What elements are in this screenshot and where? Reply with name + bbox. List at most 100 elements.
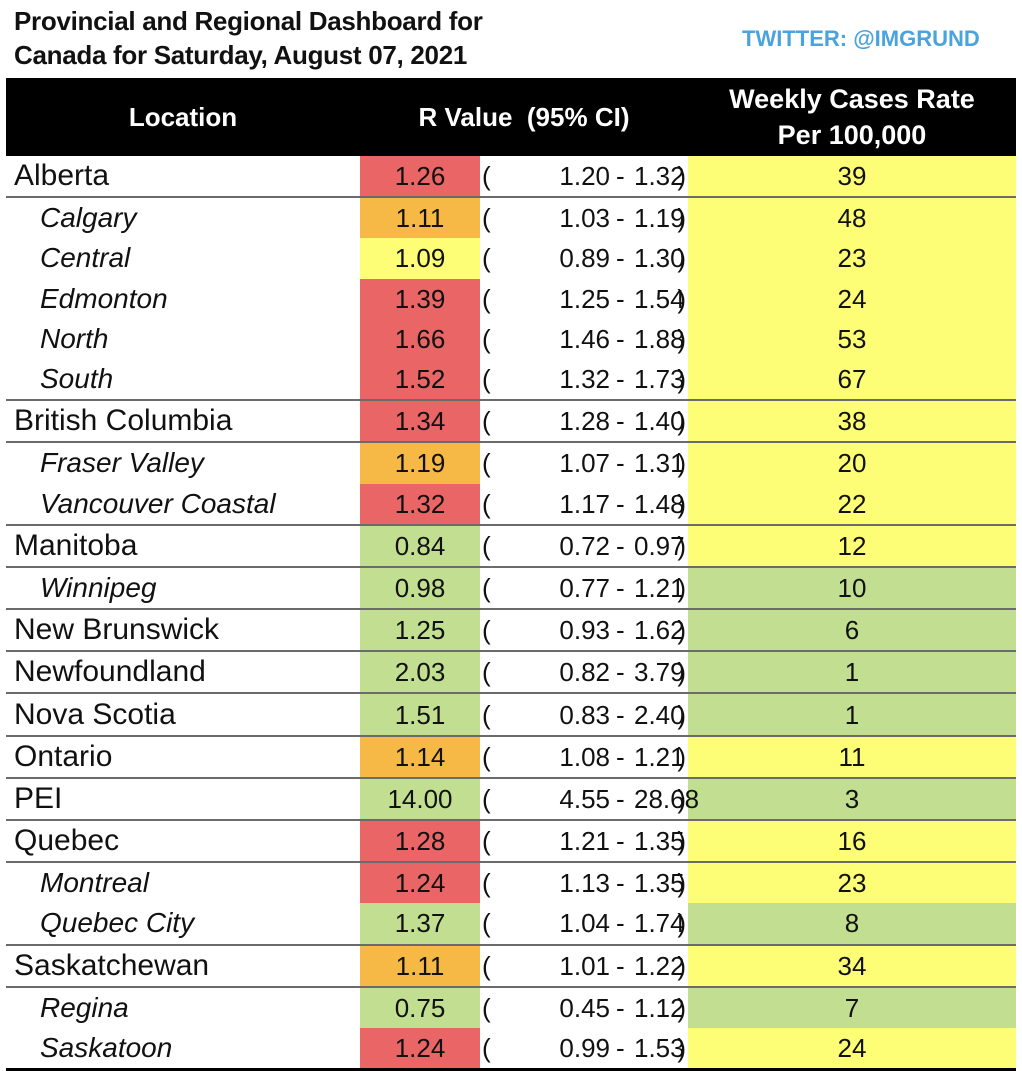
- location-cell: Newfoundland: [6, 650, 360, 694]
- ci-cell: (0.83-2.40): [480, 692, 688, 736]
- location-cell: Alberta: [14, 159, 110, 193]
- r-value-cell: 1.52: [360, 358, 480, 401]
- ci-cell: (1.13-1.35): [480, 861, 688, 904]
- r-value-cell: 1.24: [360, 861, 480, 904]
- ci-high: 1.31: [634, 448, 685, 479]
- ci-close-paren: ): [677, 364, 686, 395]
- ci-low: 4.55: [559, 783, 610, 814]
- title-line-2: Canada for Saturday, August 07, 2021: [14, 40, 468, 70]
- ci-close-paren: ): [677, 488, 686, 519]
- ci-close-paren: ): [677, 572, 686, 603]
- ci-low: 1.13: [559, 868, 610, 899]
- ci-open-paren: (: [482, 530, 491, 561]
- ci-dash: -: [616, 699, 625, 730]
- ci-open-paren: (: [482, 868, 491, 899]
- ci-cell: (1.46-1.88): [480, 319, 688, 359]
- r-value-cell: 1.24: [360, 1027, 480, 1071]
- r-value-cell: 1.39: [360, 278, 480, 319]
- rate-cell: 6: [688, 608, 1016, 652]
- header-rate: Weekly Cases Rate Per 100,000: [688, 78, 1016, 156]
- location-cell: Quebec: [6, 818, 360, 863]
- ci-close-paren: ): [677, 1033, 686, 1064]
- ci-low: 1.25: [559, 283, 610, 314]
- ci-cell: (0.45-1.12): [480, 985, 688, 1028]
- ci-close-paren: ): [677, 868, 686, 899]
- table-row: Saskatchewan 1.11(1.01-1.22) 34: [6, 943, 1016, 987]
- ci-low: 1.04: [559, 908, 610, 939]
- ci-open-paren: (: [482, 950, 491, 981]
- ci-high: 1.30: [634, 243, 685, 274]
- ci-close-paren: ): [677, 530, 686, 561]
- location-cell: South: [40, 363, 114, 395]
- ci-open-paren: (: [482, 488, 491, 519]
- rate-cell: 24: [688, 1027, 1016, 1071]
- header-rate-line1: Weekly Cases Rate: [729, 84, 975, 114]
- table-header-row: Location R Value (95% CI) Weekly Cases R…: [6, 78, 1016, 156]
- ci-high: 1.40: [634, 406, 685, 437]
- ci-low: 1.28: [559, 406, 610, 437]
- table-row: Regina 0.75(0.45-1.12) 7: [6, 985, 1016, 1028]
- rate-cell: 53: [688, 318, 1016, 359]
- ci-close-paren: ): [677, 161, 686, 192]
- ci-high: 1.19: [634, 203, 685, 234]
- ci-close-paren: ): [677, 406, 686, 437]
- ci-cell: (1.01-1.22): [480, 943, 688, 987]
- ci-cell: (1.07-1.31): [480, 441, 688, 484]
- table-row: Manitoba 0.84(0.72-0.97) 12: [6, 523, 1016, 567]
- ci-dash: -: [616, 406, 625, 437]
- ci-cell: (0.77-1.21): [480, 565, 688, 610]
- table-row: PEI 14.00(4.55-28.68) 3: [6, 776, 1016, 820]
- r-value-cell: 1.28: [360, 818, 480, 863]
- rate-cell: 16: [688, 818, 1016, 863]
- table-row: British Columbia 1.34(1.28-1.40) 38: [6, 399, 1016, 443]
- ci-dash: -: [616, 243, 625, 274]
- ci-close-paren: ): [677, 243, 686, 274]
- rate-cell: 1: [688, 692, 1016, 736]
- ci-low: 0.93: [559, 615, 610, 646]
- ci-close-paren: ): [677, 992, 686, 1023]
- ci-high: 1.54: [634, 283, 685, 314]
- location-cell: Calgary: [6, 196, 360, 239]
- table-row: New Brunswick 1.25(0.93-1.62) 6: [6, 608, 1016, 652]
- ci-close-paren: ): [677, 448, 686, 479]
- r-value-cell: 0.75: [360, 985, 480, 1028]
- ci-open-paren: (: [482, 323, 491, 354]
- location-cell: PEI: [6, 776, 360, 820]
- header-location: Location: [6, 78, 360, 156]
- ci-cell: (0.89-1.30): [480, 238, 688, 278]
- ci-cell: (1.17-1.48): [480, 484, 688, 525]
- rate-cell: 8: [688, 903, 1016, 945]
- ci-low: 1.07: [559, 448, 610, 479]
- ci-low: 1.03: [559, 203, 610, 234]
- ci-dash: -: [616, 657, 625, 688]
- rate-cell: 38: [688, 399, 1016, 443]
- ci-dash: -: [616, 448, 625, 479]
- rate-cell: 7: [688, 985, 1016, 1028]
- ci-close-paren: ): [677, 826, 686, 857]
- ci-close-paren: ): [677, 657, 686, 688]
- ci-open-paren: (: [482, 448, 491, 479]
- table-row: South 1.52(1.32-1.73) 67: [6, 358, 1016, 401]
- ci-dash: -: [616, 908, 625, 939]
- ci-dash: -: [616, 868, 625, 899]
- ci-low: 0.82: [559, 657, 610, 688]
- table-row: Nova Scotia 1.51(0.83-2.40) 1: [6, 692, 1016, 736]
- ci-dash: -: [616, 283, 625, 314]
- ci-cell: (1.32-1.73): [480, 359, 688, 400]
- ci-cell: (1.03-1.19): [480, 196, 688, 239]
- table-row: Alberta 1.26(1.20-1.32) 39: [6, 156, 1016, 198]
- ci-high: 1.32: [634, 161, 685, 192]
- rate-cell: 20: [688, 441, 1016, 484]
- table-row: Vancouver Coastal 1.32(1.17-1.48) 22: [6, 483, 1016, 525]
- r-value-cell: 1.25: [360, 608, 480, 652]
- ci-cell: (0.93-1.62): [480, 608, 688, 652]
- ci-high: 1.35: [634, 868, 685, 899]
- ci-close-paren: ): [677, 283, 686, 314]
- dashboard-table: Location R Value (95% CI) Weekly Cases R…: [6, 78, 1016, 1071]
- rate-cell: 1: [688, 650, 1016, 694]
- ci-high: 0.97: [634, 530, 685, 561]
- table-row: Central 1.09(0.89-1.30) 23: [6, 238, 1016, 279]
- rate-cell: 12: [688, 523, 1016, 567]
- ci-high: 1.22: [634, 950, 685, 981]
- twitter-handle: TWITTER: @IMGRUND: [742, 26, 980, 51]
